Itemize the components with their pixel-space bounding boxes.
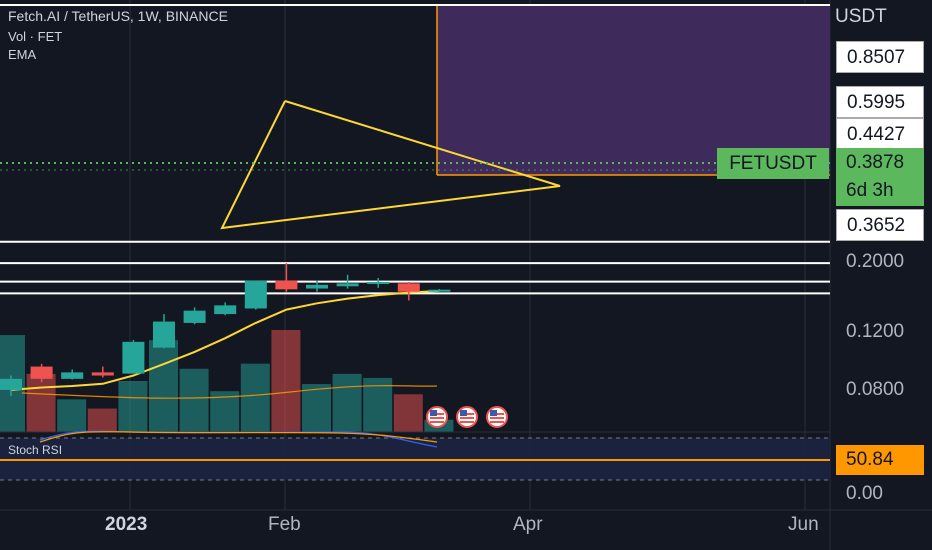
volume-bar (271, 330, 301, 432)
volume-bar (57, 399, 87, 432)
volume-bar (302, 384, 331, 432)
candle-body (153, 321, 175, 348)
candle-body (122, 341, 145, 374)
volume-bars (0, 330, 454, 432)
symbol-legend[interactable]: Fetch.AI / TetherUS, 1W, BINANCE (8, 8, 228, 24)
candle (0, 375, 22, 396)
candle-body (61, 372, 84, 379)
stoch-rsi-value-label: 50.84 (836, 445, 924, 475)
price-label-0.1200: 0.1200 (846, 321, 905, 342)
bar-countdown: 6d 3h (846, 180, 894, 201)
volume-bar (393, 394, 423, 432)
candle-body (275, 280, 298, 290)
us-flag-icon[interactable] (486, 406, 508, 428)
triangle-pattern[interactable] (220, 100, 561, 230)
candle (61, 369, 84, 380)
volume-bar (210, 391, 240, 432)
currency-label[interactable]: USDT (835, 6, 887, 27)
candle-body (367, 281, 390, 284)
price-label-0.5995: 0.5995 (836, 86, 924, 118)
stoch-rsi-legend[interactable]: Stoch RSI (8, 443, 63, 457)
candle-body (244, 280, 267, 309)
volume-bar (240, 363, 270, 432)
candle (183, 307, 206, 325)
price-label-0.3652: 0.3652 (836, 209, 924, 241)
us-flag-icon[interactable] (456, 406, 478, 428)
time-label-2023: 2023 (105, 514, 148, 535)
ema-legend[interactable]: EMA (8, 47, 37, 62)
candle (428, 289, 451, 292)
price-label-0.0800: 0.0800 (846, 379, 905, 400)
candle (367, 277, 390, 288)
candlesticks (0, 263, 451, 396)
candle (397, 281, 420, 301)
volume-bar (118, 381, 148, 432)
symbol-price-tag[interactable]: FETUSDT (717, 148, 829, 179)
price-label-0.4427: 0.4427 (836, 118, 924, 150)
volume-ma-line (21, 385, 438, 399)
stoch-rsi-d-line (39, 431, 438, 443)
candle (30, 363, 53, 383)
candle-body (30, 366, 53, 379)
us-flag-icon[interactable] (426, 406, 448, 428)
price-label-0.2000: 0.2000 (846, 251, 905, 272)
candle (122, 340, 145, 374)
candle (275, 263, 298, 292)
price-label-0.8507: 0.8507 (836, 41, 924, 73)
candle-body (214, 305, 237, 315)
candle (244, 280, 267, 310)
volume-bar (179, 368, 209, 432)
candle-body (306, 284, 328, 289)
current-price-label: 0.3878 6d 3h (836, 148, 924, 206)
volume-bar (149, 340, 178, 432)
candle-body (397, 283, 420, 292)
candle-body (0, 378, 22, 390)
candle (336, 274, 359, 289)
candle (153, 314, 175, 349)
candle-body (91, 372, 114, 376)
candle-body (428, 289, 451, 292)
time-label-feb: Feb (268, 514, 301, 535)
volume-bar (26, 373, 56, 432)
volume-legend[interactable]: Vol · FET (8, 29, 63, 44)
time-label-jun: Jun (788, 514, 819, 535)
stoch-rsi-axis-zero: 0.00 (846, 483, 883, 504)
time-label-apr: Apr (513, 514, 543, 535)
candle-body (183, 310, 206, 323)
candle-body (336, 283, 359, 287)
candle (306, 280, 328, 292)
volume-bar (87, 408, 117, 432)
volume-bar (332, 373, 362, 432)
horizontal-levels[interactable] (0, 4, 830, 295)
candle (91, 366, 114, 378)
candle (214, 302, 237, 316)
target-zone-box[interactable] (437, 5, 830, 175)
volume-bar (363, 377, 393, 432)
current-price-value: 0.3878 (846, 152, 905, 173)
ema-line (10, 289, 440, 391)
